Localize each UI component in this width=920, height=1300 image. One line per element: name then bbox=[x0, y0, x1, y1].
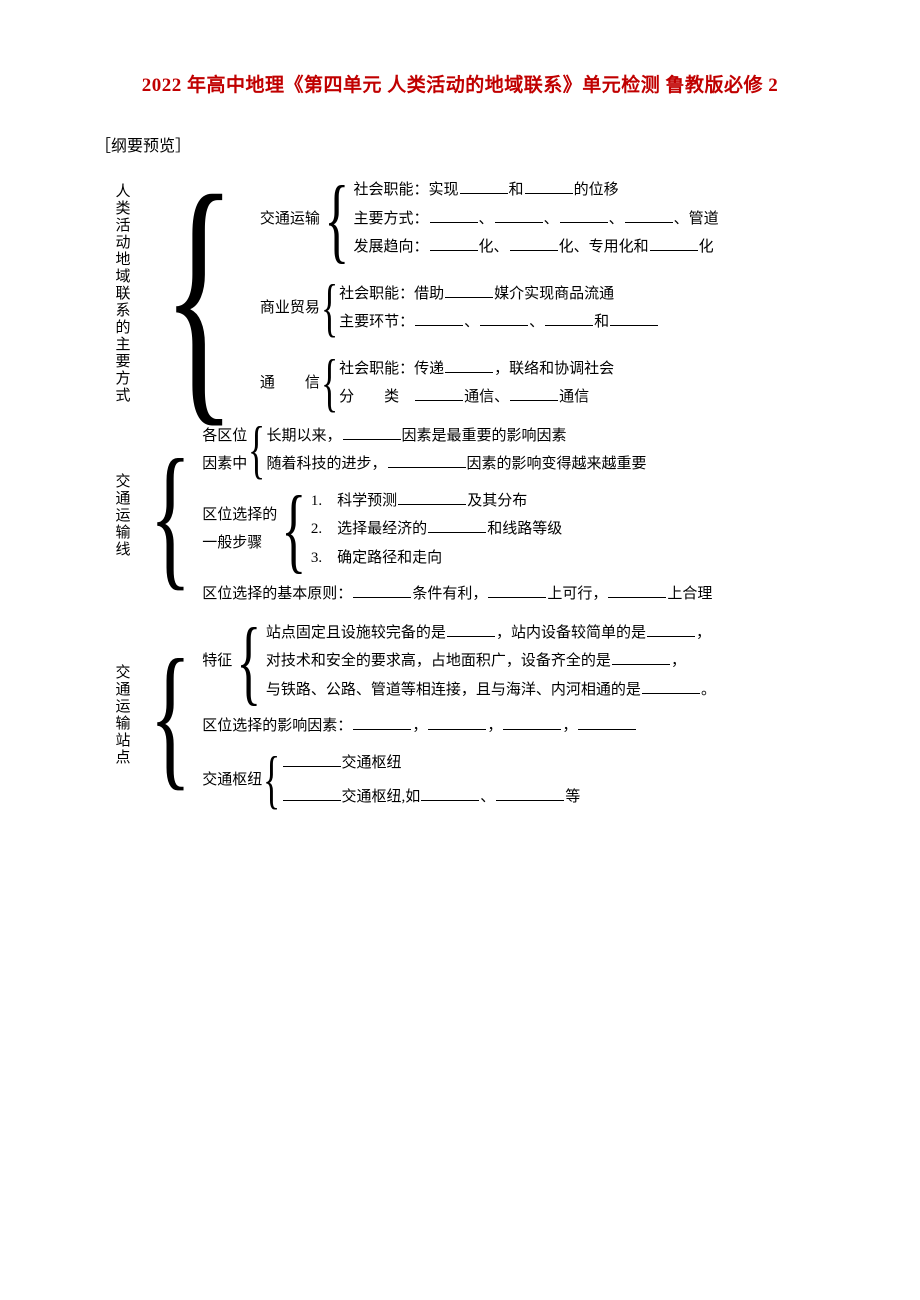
steps-label-2: 一般步骤 bbox=[202, 529, 277, 558]
section-3: 交通运输站点 { 特征 { 站点固定且设施较完备的是，站内设备较简单的是， 对技… bbox=[105, 619, 845, 812]
factors-label-2: 因素中 bbox=[202, 450, 247, 479]
section-3-label: 交通运输站点 bbox=[105, 619, 138, 812]
brace-icon: { bbox=[248, 422, 265, 479]
text-line: 长期以来，因素是最重要的影响因素 bbox=[267, 422, 647, 451]
group-features: 特征 { 站点固定且设施较完备的是，站内设备较简单的是， 对技术和安全的要求高，… bbox=[202, 619, 716, 705]
text-line: 主要环节：、、和 bbox=[339, 308, 659, 337]
text-line: 主要方式：、、、、管道 bbox=[354, 205, 719, 234]
text-line: 交通枢纽,如、等 bbox=[282, 783, 581, 812]
steps-label-1: 区位选择的 bbox=[202, 501, 277, 530]
group-steps: 区位选择的 一般步骤 { 1. 科学预测及其分布 2. 选择最经济的和线路等级 … bbox=[202, 487, 712, 573]
text-line: 1. 科学预测及其分布 bbox=[311, 487, 562, 516]
group-hub: 交通枢纽 { 交通枢纽 交通枢纽,如、等 bbox=[202, 749, 716, 812]
section-1: 人类活动地域联系的主要方式 { 交通运输 { 社会职能：实现和的位移 主要方式：… bbox=[105, 176, 845, 412]
text-line: 社会职能：借助媒介实现商品流通 bbox=[339, 280, 659, 309]
transport-label: 交通运输 bbox=[260, 176, 320, 262]
brace-icon: { bbox=[324, 176, 349, 262]
text-line: 与铁路、公路、管道等相连接，且与海洋、内河相通的是。 bbox=[266, 676, 716, 705]
section-2-label: 交通运输线 bbox=[105, 422, 138, 609]
group-commerce: 商业贸易 { 社会职能：借助媒介实现商品流通 主要环节：、、和 bbox=[260, 280, 719, 337]
section-2: 交通运输线 { 各区位 因素中 { 长期以来，因素是最重要的影响因素 随着科技的… bbox=[105, 422, 845, 609]
text-line: 交通枢纽 bbox=[282, 749, 581, 778]
text-line: 随着科技的进步，因素的影响变得越来越重要 bbox=[267, 450, 647, 479]
text-line: 社会职能：传递，联络和协调社会 bbox=[339, 355, 614, 384]
text-line: 3. 确定路径和走向 bbox=[311, 544, 562, 573]
text-line: 2. 选择最经济的和线路等级 bbox=[311, 515, 562, 544]
brace-icon: { bbox=[149, 619, 191, 812]
text-line: 发展趋向：化、化、专用化和化 bbox=[354, 233, 719, 262]
brace-icon: { bbox=[321, 280, 338, 337]
text-line: 区位选择的影响因素：，，， bbox=[202, 712, 716, 741]
outline-diagram: 人类活动地域联系的主要方式 { 交通运输 { 社会职能：实现和的位移 主要方式：… bbox=[105, 176, 845, 812]
text-line: 分 类 通信、通信 bbox=[339, 383, 614, 412]
commerce-label: 商业贸易 bbox=[260, 280, 320, 337]
hub-label: 交通枢纽 bbox=[202, 749, 262, 812]
brace-icon: { bbox=[237, 619, 262, 705]
text-line: 站点固定且设施较完备的是，站内设备较简单的是， bbox=[266, 619, 716, 648]
brace-icon: { bbox=[321, 355, 338, 412]
comm-label: 通 信 bbox=[260, 355, 320, 412]
text-line: 对技术和安全的要求高，占地面积广，设备齐全的是， bbox=[266, 647, 716, 676]
text-line: 区位选择的基本原则：条件有利，上可行，上合理 bbox=[202, 580, 712, 609]
text-line: 社会职能：实现和的位移 bbox=[354, 176, 719, 205]
section-1-label: 人类活动地域联系的主要方式 bbox=[105, 176, 138, 412]
brace-icon: { bbox=[263, 749, 280, 812]
group-comm: 通 信 { 社会职能：传递，联络和协调社会 分 类 通信、通信 bbox=[260, 355, 719, 412]
group-factors: 各区位 因素中 { 长期以来，因素是最重要的影响因素 随着科技的进步，因素的影响… bbox=[202, 422, 712, 479]
brace-icon: { bbox=[149, 422, 191, 609]
brace-icon: { bbox=[282, 487, 307, 573]
group-transport: 交通运输 { 社会职能：实现和的位移 主要方式：、、、、管道 发展趋向：化、化、… bbox=[260, 176, 719, 262]
document-title: 2022 年高中地理《第四单元 人类活动的地域联系》单元检测 鲁教版必修 2 bbox=[75, 70, 845, 97]
brace-icon: { bbox=[162, 176, 236, 412]
features-label: 特征 bbox=[202, 619, 232, 705]
